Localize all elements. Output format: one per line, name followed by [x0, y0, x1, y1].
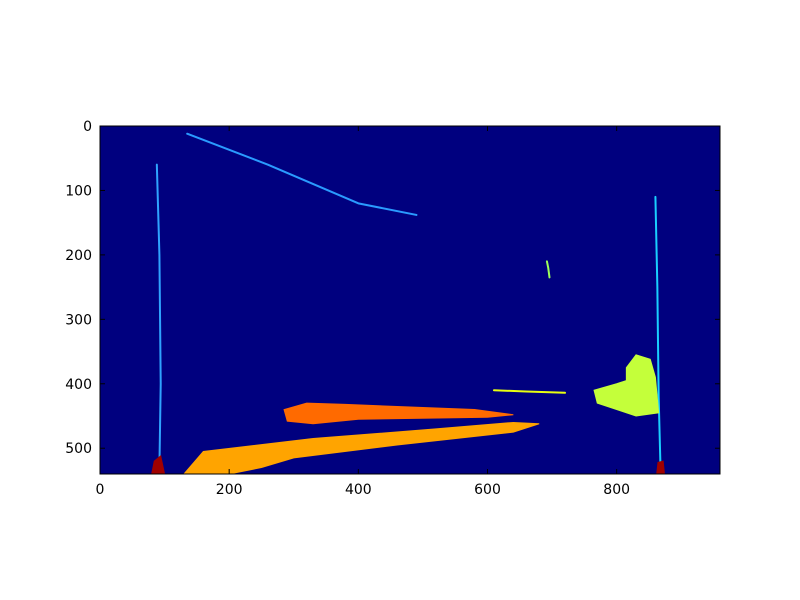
heatmap-region-bottom-right-red	[656, 460, 665, 474]
heatmap-region-bottom-left-red	[151, 455, 166, 474]
plot-area	[100, 126, 720, 474]
y-tick-label: 500	[65, 441, 92, 457]
heatmap-background	[100, 126, 720, 474]
y-tick-label: 300	[65, 312, 92, 328]
y-tick-label: 0	[83, 119, 92, 135]
x-tick-label: 800	[603, 482, 630, 498]
y-tick-label: 100	[65, 183, 92, 199]
heatmap-region-car-roof	[283, 402, 514, 425]
y-axis: 0 100 200 300 400 500	[65, 119, 720, 457]
heatmap-regions	[151, 132, 665, 474]
heatmap-region-car-body	[183, 421, 540, 474]
heatmap-region-diagonal-streak	[186, 132, 418, 216]
y-tick-label: 400	[65, 377, 92, 393]
x-axis: 0 200 400 600 800	[96, 126, 630, 498]
x-tick-label: 600	[474, 482, 501, 498]
heatmap-region-mid-contour	[492, 389, 566, 394]
heatmap-region-right-edge-line	[654, 195, 662, 472]
heatmap-region-small-blob	[545, 260, 551, 279]
plot-frame	[99, 125, 721, 475]
y-tick-label: 200	[65, 248, 92, 264]
heatmap-region-cyclist	[593, 354, 660, 417]
heatmap-region-left-edge-line	[155, 163, 162, 469]
x-tick-label: 200	[216, 482, 243, 498]
x-tick-label: 400	[345, 482, 372, 498]
x-tick-label: 0	[96, 482, 105, 498]
